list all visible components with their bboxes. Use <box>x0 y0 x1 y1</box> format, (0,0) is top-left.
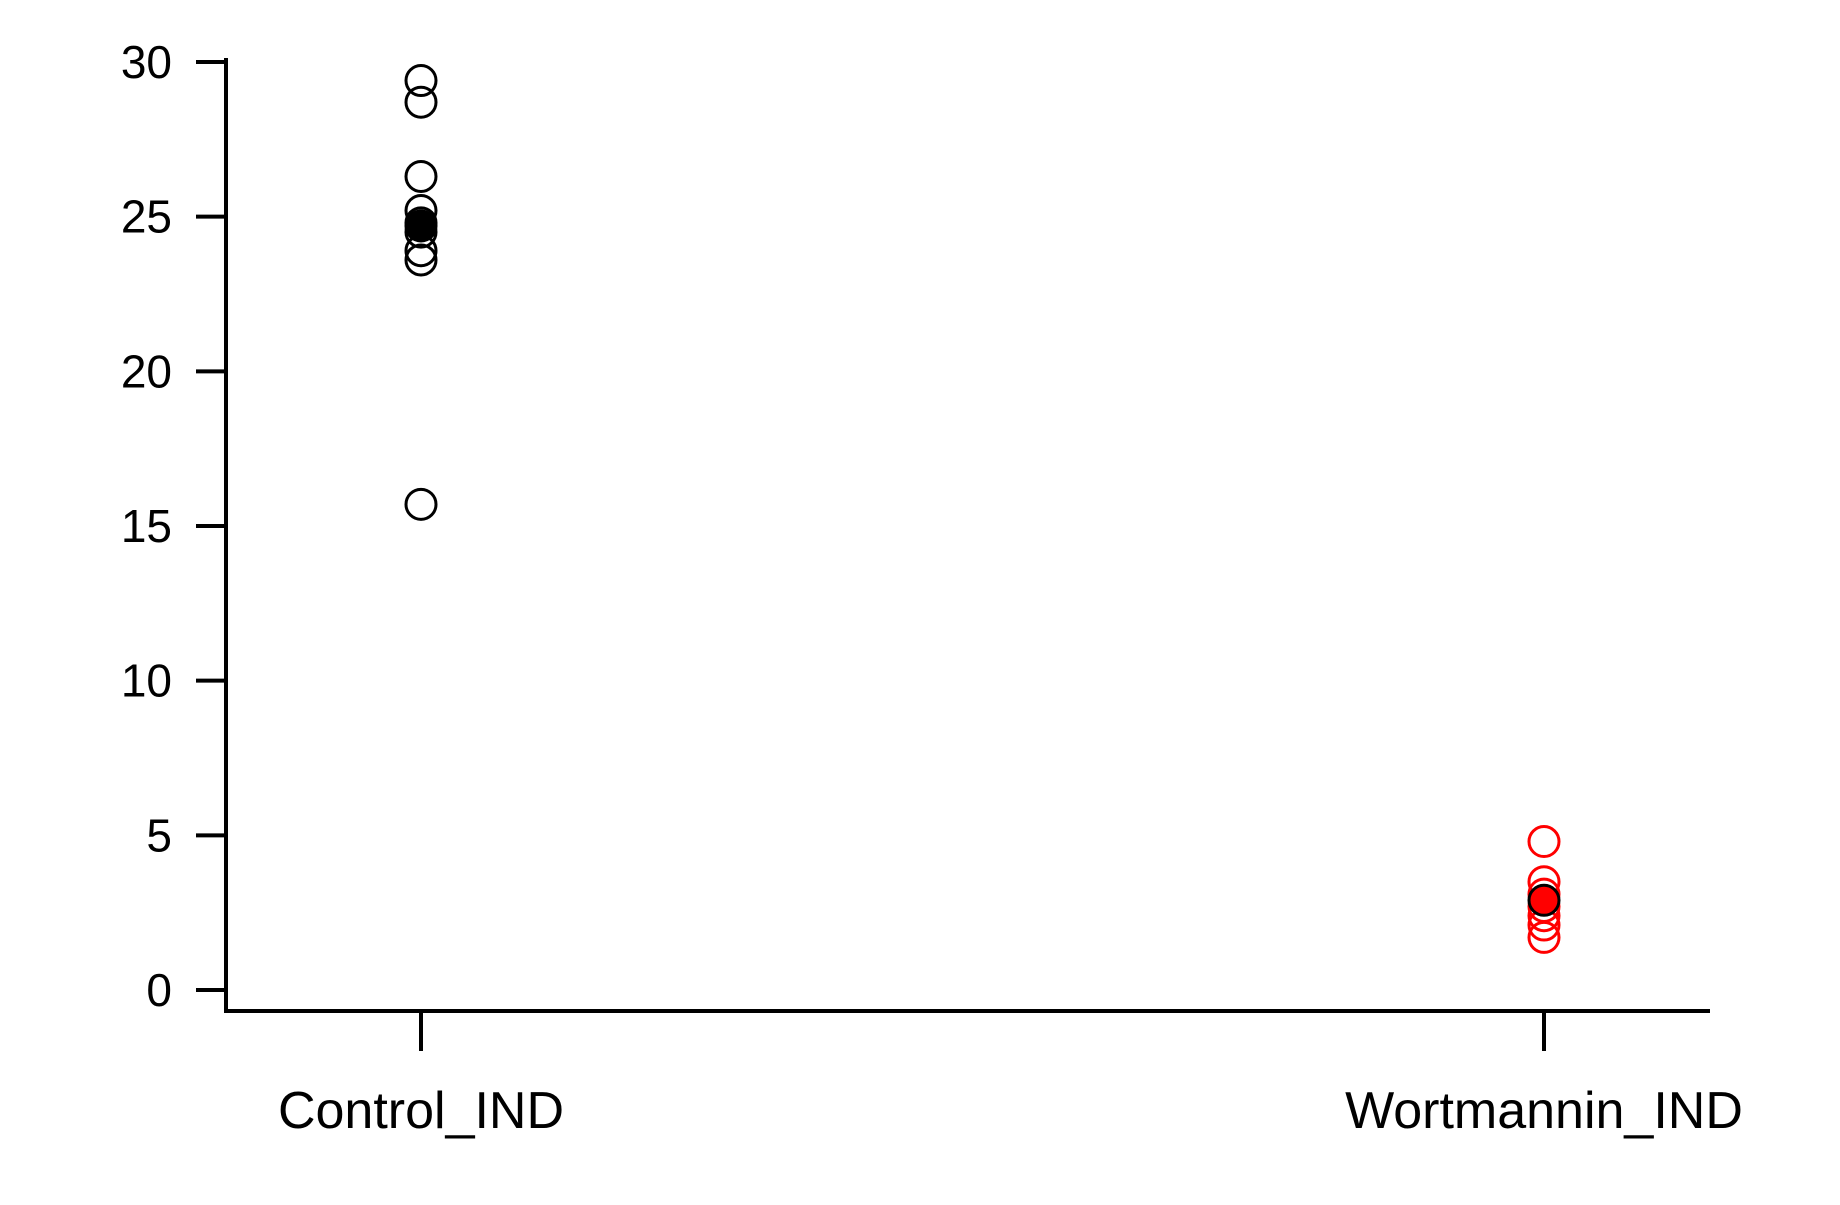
data-point <box>404 159 438 193</box>
data-point <box>404 487 438 521</box>
x-tick-label: Control_IND <box>278 1082 564 1140</box>
data-point <box>404 243 438 277</box>
data-point <box>1527 920 1561 954</box>
data-point <box>404 64 438 98</box>
mean-point <box>1527 883 1561 917</box>
y-tick-label: 20 <box>121 345 172 397</box>
y-tick-label: 30 <box>121 36 172 88</box>
y-tick-label: 0 <box>146 964 172 1016</box>
x-tick-label: Wortmannin_IND <box>1345 1082 1743 1140</box>
y-tick-label: 10 <box>121 655 172 707</box>
y-tick-label: 25 <box>121 191 172 243</box>
mean-point <box>404 209 438 243</box>
data-point <box>404 85 438 119</box>
y-tick-label: 15 <box>121 500 172 552</box>
data-points <box>404 64 1561 954</box>
data-point <box>1527 825 1561 859</box>
axes: 0 5 10 15 20 25 30 Control_IND Wortmannin_IND <box>121 36 1743 1140</box>
y-tick-label: 5 <box>146 809 172 861</box>
